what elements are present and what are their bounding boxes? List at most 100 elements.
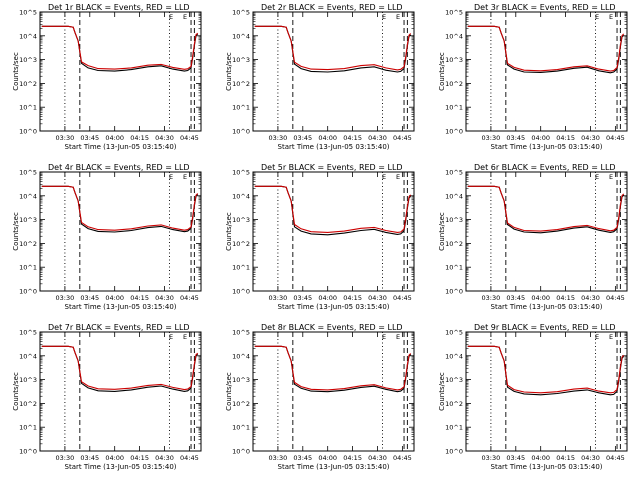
y-tick-label: 10^1	[445, 264, 463, 272]
x-tick-label: 04:45	[180, 294, 199, 302]
y-tick-label: 10^4	[445, 352, 463, 360]
x-tick-label: 03:30	[482, 134, 501, 142]
panel-title: Det 3r BLACK = Events, RED = LLD	[474, 3, 616, 12]
y-tick-label: 10^5	[19, 329, 37, 337]
plot-frame	[39, 11, 202, 132]
y-tick-label: 10^3	[445, 216, 463, 224]
x-tick-label: 04:15	[556, 294, 575, 302]
y-tick-label: 10^4	[19, 192, 37, 200]
x-tick-label: 04:45	[606, 454, 625, 462]
y-tick-label: 10^5	[232, 169, 250, 177]
y-tick-label: 10^3	[445, 56, 463, 64]
y-tick-label: 10^3	[19, 216, 37, 224]
x-tick-label: 03:45	[293, 454, 312, 462]
x-tick-label: 04:30	[368, 454, 387, 462]
y-axis-label: Counts/sec	[225, 212, 233, 251]
corner-mark: E	[396, 13, 400, 21]
y-tick-label: 10^5	[19, 169, 37, 177]
corner-mark: E	[382, 13, 386, 21]
y-tick-label: 10^5	[445, 329, 463, 337]
x-tick-label: 03:30	[269, 294, 288, 302]
x-axis-label: Start Time (13-Jun-05 03:15:40)	[65, 303, 177, 311]
x-tick-label: 03:45	[80, 294, 99, 302]
y-tick-label: 10^2	[232, 400, 250, 408]
plot-frame	[465, 171, 628, 292]
y-tick-label: 10^3	[19, 56, 37, 64]
x-tick-label: 04:30	[368, 294, 387, 302]
x-axis-label: Start Time (13-Jun-05 03:15:40)	[491, 463, 603, 471]
y-tick-label: 10^2	[445, 240, 463, 248]
y-tick-label: 10^0	[232, 288, 250, 296]
corner-mark: E	[595, 13, 599, 21]
y-tick-label: 10^1	[232, 424, 250, 432]
series-line-lld	[41, 25, 199, 70]
x-tick-label: 04:15	[343, 134, 362, 142]
y-tick-label: 10^1	[232, 104, 250, 112]
x-tick-label: 04:00	[531, 294, 550, 302]
plot-frame	[465, 331, 628, 452]
x-axis-label: Start Time (13-Jun-05 03:15:40)	[278, 463, 390, 471]
detector-panel: Det 3r BLACK = Events, RED = LLD 10^0 10^1…	[438, 3, 628, 151]
x-tick-label: 03:30	[269, 454, 288, 462]
x-tick-label: 03:45	[506, 134, 525, 142]
y-tick-label: 10^0	[232, 128, 250, 136]
x-tick-label: 03:45	[80, 454, 99, 462]
series-line-lld	[254, 185, 412, 233]
y-tick-label: 10^0	[19, 288, 37, 296]
x-tick-label: 04:45	[393, 454, 412, 462]
y-tick-label: 10^4	[232, 352, 250, 360]
corner-mark: E	[609, 173, 613, 181]
y-axis-label: Counts/sec	[12, 372, 20, 411]
corner-mark: E	[595, 333, 599, 341]
x-tick-label: 04:30	[581, 454, 600, 462]
y-tick-label: 10^0	[445, 128, 463, 136]
y-tick-label: 10^1	[19, 104, 37, 112]
y-axis-label: Counts/sec	[225, 372, 233, 411]
detector-panel: Det 8r BLACK = Events, RED = LLD 10^0 10^1…	[225, 323, 415, 471]
panel-title: Det 1r BLACK = Events, RED = LLD	[48, 3, 190, 12]
y-axis-label: Counts/sec	[438, 372, 446, 411]
x-tick-label: 03:45	[506, 294, 525, 302]
corner-mark: E	[595, 173, 599, 181]
detector-panel: Det 5r BLACK = Events, RED = LLD 10^0 10^1…	[225, 163, 415, 311]
x-axis-label: Start Time (13-Jun-05 03:15:40)	[65, 143, 177, 151]
y-tick-label: 10^2	[19, 400, 37, 408]
x-tick-label: 04:30	[155, 294, 174, 302]
x-tick-label: 03:30	[482, 294, 501, 302]
x-tick-label: 04:00	[105, 454, 124, 462]
y-axis-label: Counts/sec	[12, 212, 20, 251]
x-tick-label: 04:45	[180, 134, 199, 142]
x-tick-label: 04:00	[105, 134, 124, 142]
y-axis-label: Counts/sec	[225, 52, 233, 91]
x-tick-label: 04:00	[318, 454, 337, 462]
x-tick-label: 04:45	[393, 134, 412, 142]
y-tick-label: 10^5	[19, 9, 37, 17]
y-axis-label: Counts/sec	[438, 52, 446, 91]
y-tick-label: 10^3	[232, 376, 250, 384]
corner-mark: E	[169, 173, 173, 181]
y-axis-label: Counts/sec	[438, 212, 446, 251]
y-tick-label: 10^5	[445, 169, 463, 177]
x-tick-label: 04:30	[155, 454, 174, 462]
x-tick-label: 04:45	[606, 294, 625, 302]
x-tick-label: 04:30	[581, 294, 600, 302]
panel-title: Det 7r BLACK = Events, RED = LLD	[48, 323, 190, 332]
y-tick-label: 10^2	[232, 240, 250, 248]
detector-panel: Det 6r BLACK = Events, RED = LLD 10^0 10^1…	[438, 163, 628, 311]
x-tick-label: 04:45	[393, 294, 412, 302]
panel-title: Det 8r BLACK = Events, RED = LLD	[261, 323, 403, 332]
series-line-lld	[467, 185, 625, 232]
corner-mark: E	[382, 333, 386, 341]
detector-panel: Det 9r BLACK = Events, RED = LLD 10^0 10^1…	[438, 323, 628, 471]
y-tick-label: 10^3	[445, 376, 463, 384]
detector-panel: Det 7r BLACK = Events, RED = LLD 10^0 10^1…	[12, 323, 202, 471]
panel-title: Det 5r BLACK = Events, RED = LLD	[261, 163, 403, 172]
y-tick-label: 10^1	[232, 264, 250, 272]
x-tick-label: 03:45	[293, 134, 312, 142]
x-tick-label: 04:30	[368, 134, 387, 142]
y-tick-label: 10^0	[445, 288, 463, 296]
y-tick-label: 10^5	[232, 9, 250, 17]
x-tick-label: 04:30	[155, 134, 174, 142]
x-axis-label: Start Time (13-Jun-05 03:15:40)	[491, 303, 603, 311]
